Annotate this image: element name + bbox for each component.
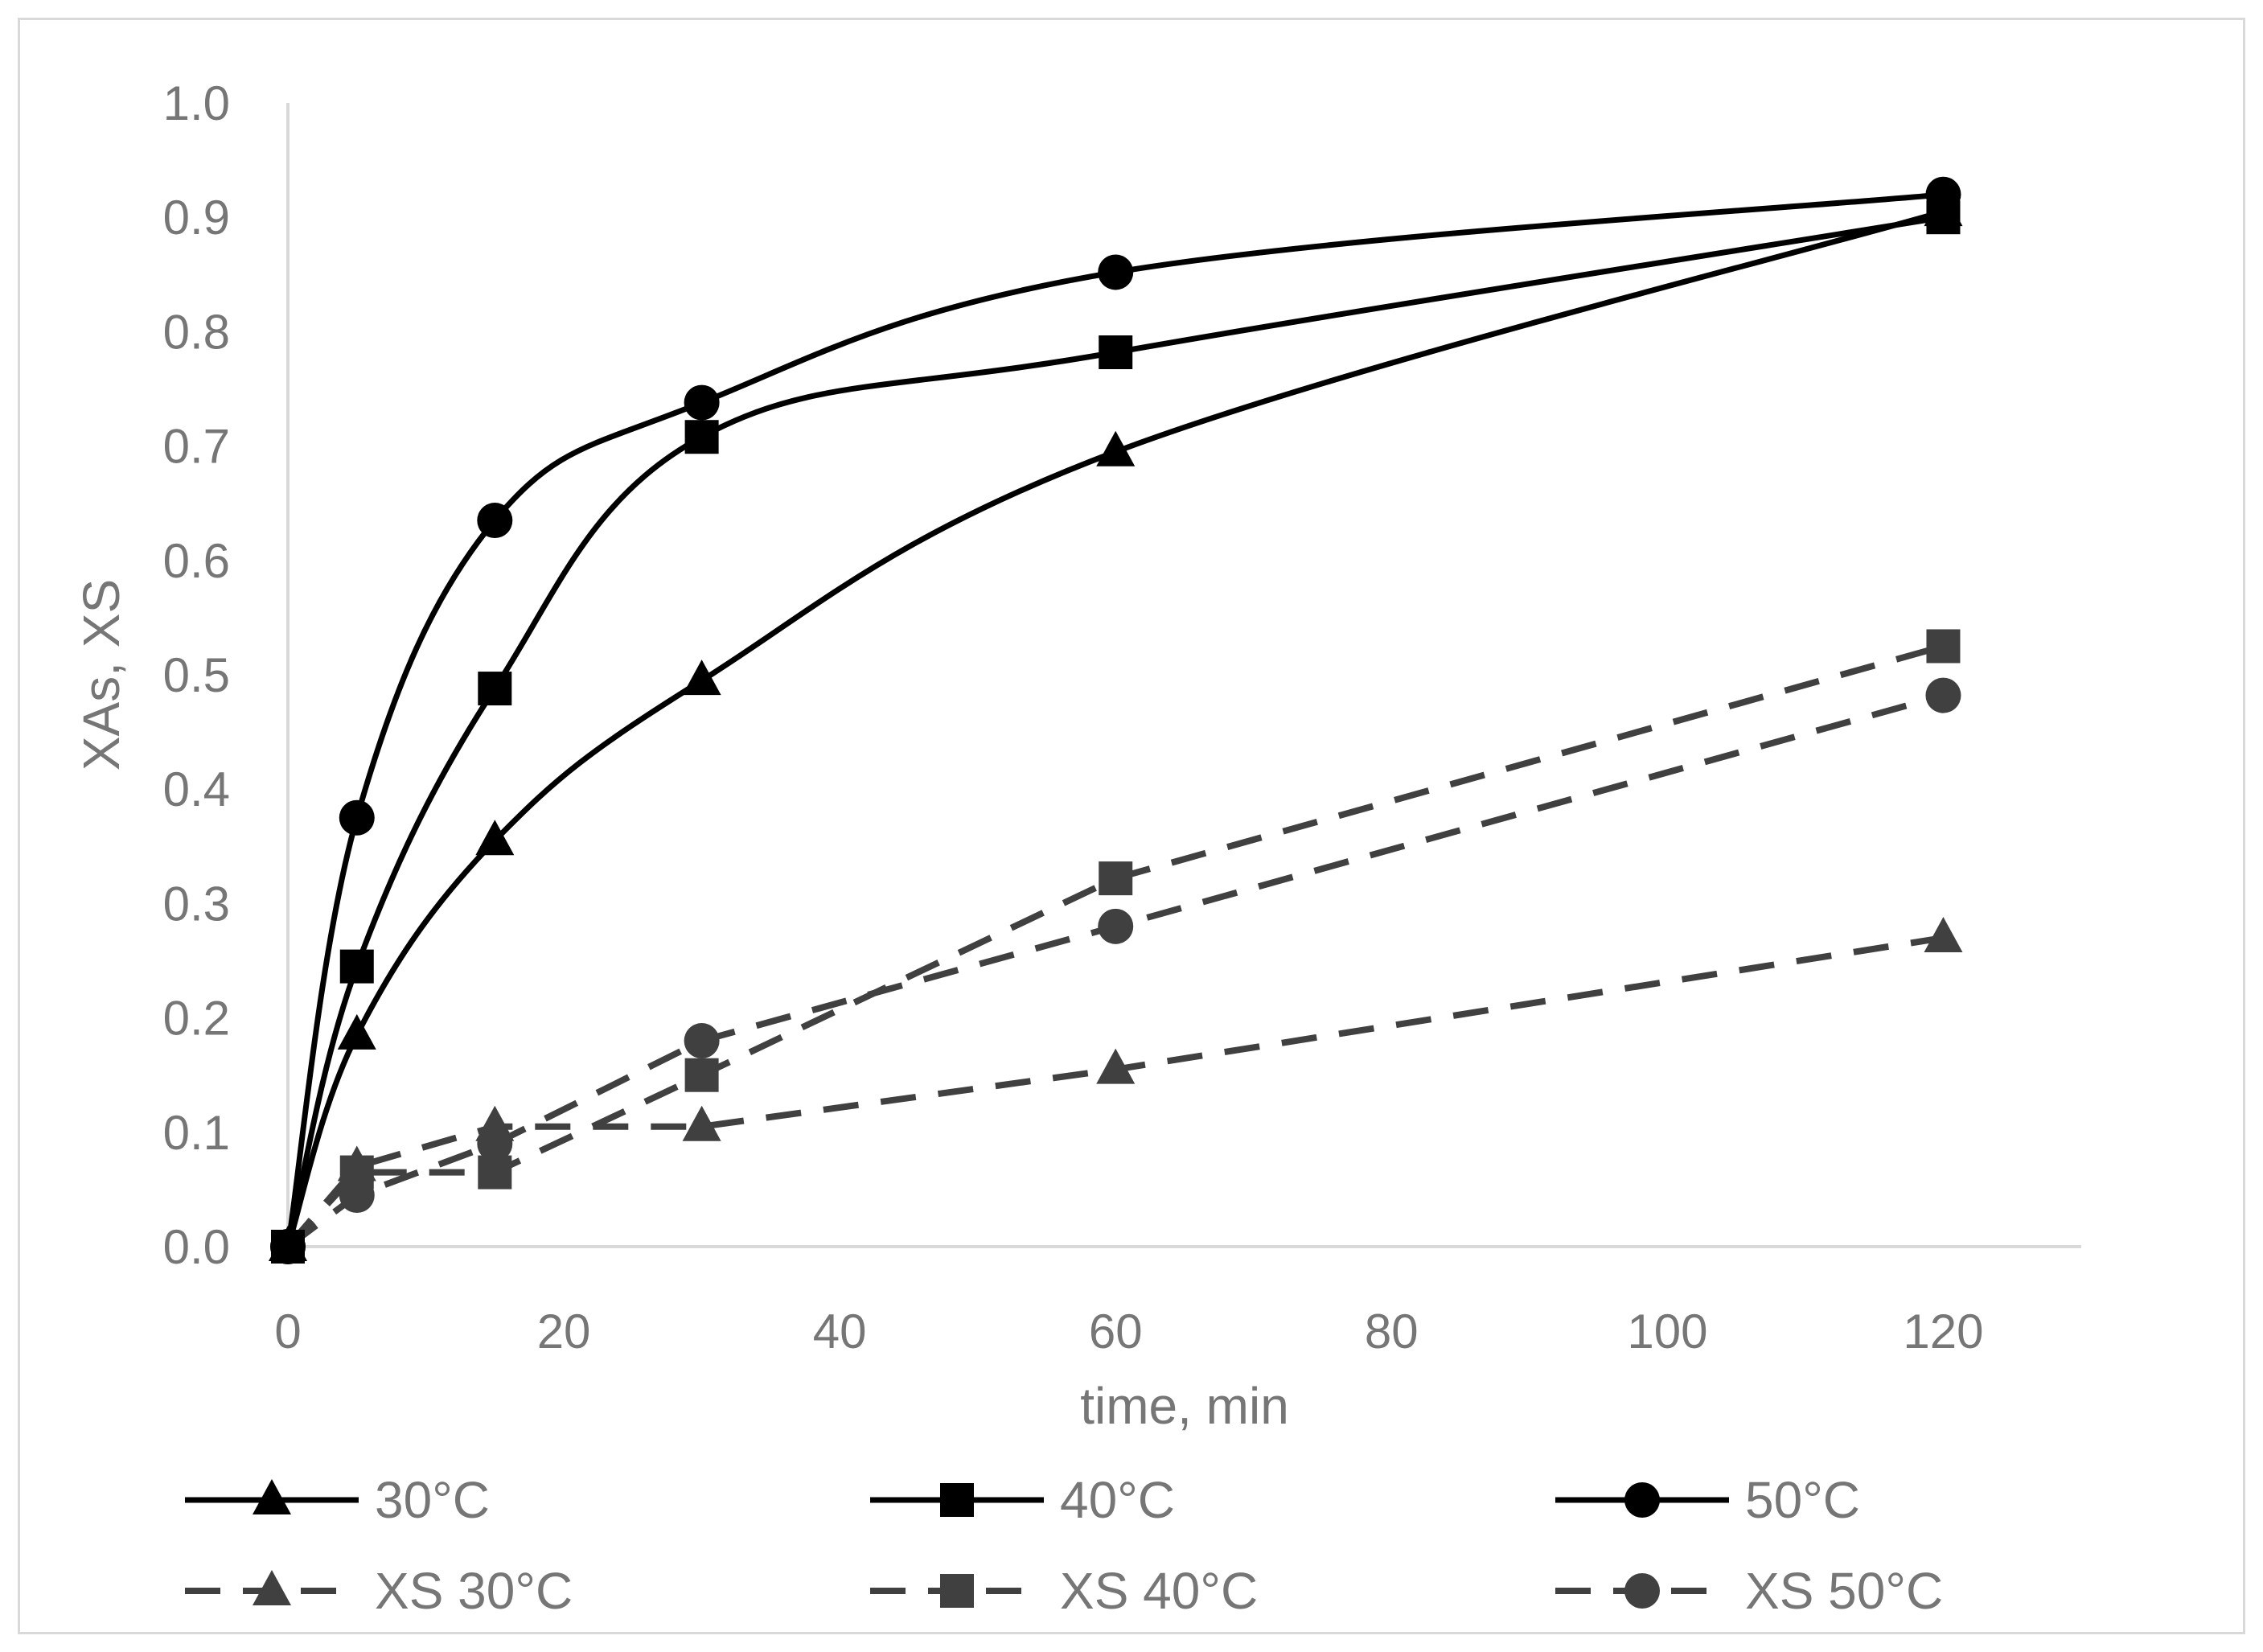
legend-label: XS 50°C xyxy=(1745,1562,1943,1620)
legend: 30°C 40°C 50°C XS 30°C XS 40°C XS 50°C xyxy=(185,1471,1943,1620)
data-point xyxy=(684,420,719,454)
data-point xyxy=(477,1126,513,1162)
data-point xyxy=(337,1013,376,1050)
y-tick-label: 0.7 xyxy=(163,420,230,474)
legend-item: 40°C xyxy=(870,1471,1175,1529)
data-point xyxy=(1099,335,1133,369)
legend-marker xyxy=(253,1479,291,1514)
legend-item: 30°C xyxy=(185,1471,490,1529)
series-50c xyxy=(270,176,1961,1264)
data-point xyxy=(684,1023,720,1059)
data-point xyxy=(1926,629,1961,664)
plot-area xyxy=(269,176,1963,1264)
series-line xyxy=(285,692,1945,1250)
data-point xyxy=(477,503,513,539)
data-point xyxy=(339,949,374,984)
series-line xyxy=(285,214,1945,1247)
data-point xyxy=(478,672,512,706)
data-point xyxy=(1099,861,1133,896)
legend-item: XS 50°C xyxy=(1555,1562,1943,1620)
y-tick-label: 0.0 xyxy=(163,1220,230,1274)
series-xs-50c xyxy=(270,677,1961,1264)
y-tick-label: 1.0 xyxy=(163,76,230,130)
legend-label: 50°C xyxy=(1745,1471,1860,1529)
series-line xyxy=(285,643,1945,1249)
data-point xyxy=(1098,908,1134,944)
data-point xyxy=(1924,917,1963,953)
series-xs-40c xyxy=(271,629,1961,1264)
data-point xyxy=(1096,430,1136,466)
y-tick-label: 0.9 xyxy=(163,191,230,245)
y-tick-label: 0.1 xyxy=(163,1106,230,1160)
series-xs-30c xyxy=(269,917,1963,1261)
y-tick-label: 0.6 xyxy=(163,534,230,588)
y-tick-label: 0.4 xyxy=(163,762,230,816)
y-axis-title: XAs, XS xyxy=(72,579,130,771)
x-tick-label: 40 xyxy=(813,1305,867,1358)
legend-label: 40°C xyxy=(1060,1471,1175,1529)
legend-marker xyxy=(1624,1573,1660,1609)
x-tick-label: 100 xyxy=(1627,1305,1707,1358)
y-tick-label: 0.3 xyxy=(163,877,230,931)
data-point xyxy=(684,384,720,421)
legend-marker xyxy=(940,1574,974,1608)
data-point xyxy=(1098,254,1134,290)
data-point xyxy=(1925,677,1961,713)
series-40c xyxy=(271,200,1961,1264)
x-tick-label: 0 xyxy=(274,1305,301,1358)
series-line xyxy=(285,935,1945,1249)
y-tick-label: 0.5 xyxy=(163,648,230,702)
y-tick-label: 0.8 xyxy=(163,305,230,359)
x-axis-title: time, min xyxy=(1080,1377,1289,1435)
series-line xyxy=(285,191,1944,1247)
x-tick-label: 80 xyxy=(1365,1305,1419,1358)
legend-item: 50°C xyxy=(1555,1471,1860,1529)
data-point xyxy=(682,1105,721,1141)
data-point xyxy=(682,660,721,696)
x-tick-label: 20 xyxy=(537,1305,591,1358)
x-tick-label: 120 xyxy=(1903,1305,1983,1358)
legend-item: XS 40°C xyxy=(870,1562,1258,1620)
legend-marker xyxy=(253,1570,291,1605)
data-point xyxy=(475,820,515,856)
axes: 0.0 0.1 0.2 0.3 0.4 0.5 0.6 0.7 0.8 0.9 1.0 0 20 40 60… xyxy=(163,76,2081,1358)
legend-item: XS 30°C xyxy=(185,1562,573,1620)
data-point xyxy=(1925,176,1961,212)
legend-marker xyxy=(1624,1482,1660,1518)
data-point xyxy=(684,1058,719,1092)
data-point xyxy=(1096,1048,1136,1084)
x-tick-label: 60 xyxy=(1089,1305,1143,1358)
data-point xyxy=(270,1229,306,1264)
legend-marker xyxy=(940,1483,974,1517)
data-point xyxy=(339,1177,375,1214)
legend-label: 30°C xyxy=(375,1471,490,1529)
legend-label: XS 40°C xyxy=(1060,1562,1258,1620)
chart-area xyxy=(18,18,2245,1634)
y-tick-label: 0.2 xyxy=(163,992,230,1046)
legend-label: XS 30°C xyxy=(375,1562,573,1620)
data-point xyxy=(339,799,375,836)
